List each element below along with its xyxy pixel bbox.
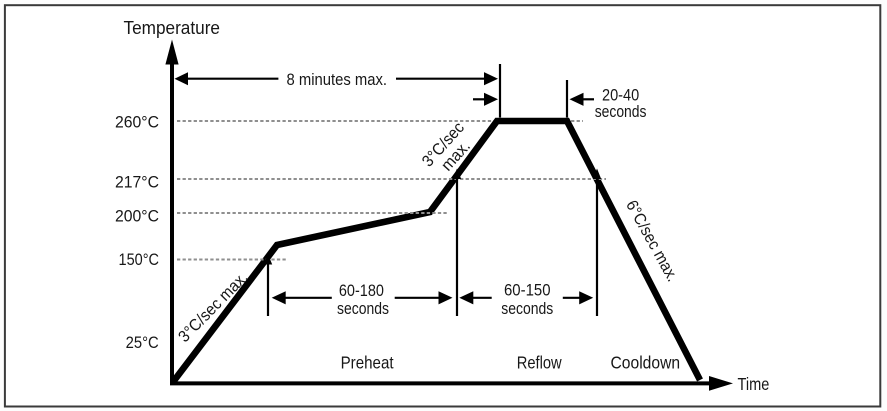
svg-text:Cooldown: Cooldown — [611, 353, 681, 373]
svg-text:20-40: 20-40 — [602, 85, 639, 104]
svg-text:60-150: 60-150 — [504, 281, 551, 300]
svg-text:Preheat: Preheat — [341, 353, 394, 373]
svg-text:seconds: seconds — [337, 299, 389, 318]
svg-text:150°C: 150°C — [119, 250, 160, 269]
svg-text:260°C: 260°C — [115, 113, 159, 132]
svg-text:Time: Time — [738, 374, 770, 394]
svg-text:217°C: 217°C — [115, 172, 159, 191]
svg-text:seconds: seconds — [501, 299, 553, 318]
svg-text:seconds: seconds — [595, 102, 647, 121]
svg-text:60-180: 60-180 — [339, 281, 384, 300]
svg-text:Temperature: Temperature — [124, 18, 221, 38]
svg-text:Reflow: Reflow — [517, 353, 562, 373]
svg-text:200°C: 200°C — [115, 206, 159, 225]
svg-text:25°C: 25°C — [126, 333, 159, 352]
svg-text:8 minutes max.: 8 minutes max. — [287, 70, 388, 89]
